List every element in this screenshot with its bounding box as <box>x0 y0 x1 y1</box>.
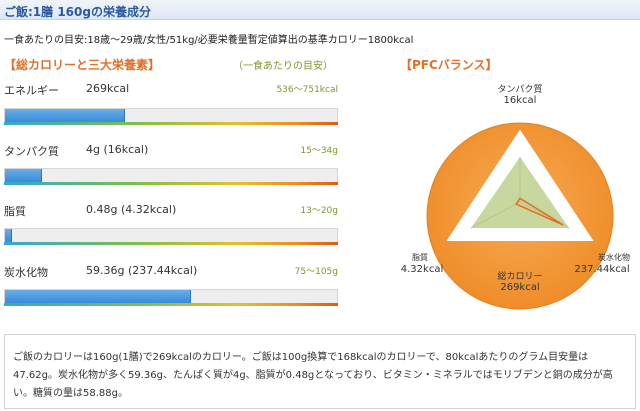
fat-scale <box>4 242 338 245</box>
energy-scale <box>4 122 338 125</box>
energy-range: 536～751kcal <box>276 85 338 95</box>
fat-range: 13～20g <box>300 206 338 216</box>
page-title: ご飯:1膳 160gの栄養成分 <box>0 0 640 20</box>
per-meal-note: （一食あたりの目安） <box>233 61 333 72</box>
energy-bar-fill <box>5 109 125 124</box>
protein-label: タンパク質 <box>4 145 59 158</box>
protein-value: 4g (16kcal) <box>86 143 149 156</box>
pfc-data-polygon <box>514 197 564 226</box>
fat-axis-label: 脂質 <box>412 252 428 262</box>
pfc-spoke-fat <box>470 201 521 229</box>
fat-bar-fill <box>5 229 12 244</box>
carb-scale <box>4 303 338 306</box>
fat-bar <box>4 228 338 246</box>
protein-axis-value: 16kcal <box>504 95 537 106</box>
carb-range: 75～105g <box>294 267 338 277</box>
energy-bar <box>4 108 338 126</box>
protein-bar-fill <box>5 169 42 184</box>
protein-bar <box>4 168 338 186</box>
total-calorie-label: 総カロリー <box>497 270 542 282</box>
protein-range: 15～34g <box>300 146 338 156</box>
carb-value: 59.36g (237.44kcal) <box>86 264 198 277</box>
protein-scale <box>4 182 338 185</box>
energy-label: エネルギー <box>4 84 59 97</box>
carb-label: 炭水化物 <box>4 266 48 279</box>
pfc-section-title: 【PFCバランス】 <box>400 58 498 72</box>
pfc-balance-chart: タンパク質 16kcal 脂質 4.32kcal 炭水化物 237.44kcal… <box>401 83 630 310</box>
description-text: ご飯のカロリーは160g(1膳)で269kcalのカロリー。ご飯は100g換算で… <box>4 334 636 409</box>
carb-axis-label: 炭水化物 <box>598 252 630 262</box>
total-calorie-value: 269kcal <box>500 282 539 293</box>
energy-value: 269kcal <box>86 82 130 95</box>
fat-value: 0.48g (4.32kcal) <box>86 203 177 216</box>
carb-axis-value: 237.44kcal <box>574 264 629 275</box>
target-info: 一食あたりの目安:18歳～29歳/女性/51kg/必要栄養量暫定値算出の基準カロ… <box>4 35 414 46</box>
nutrition-section-title: 【総カロリーと三大栄養素】 <box>4 58 161 72</box>
protein-axis-label: タンパク質 <box>497 83 542 95</box>
carb-bar <box>4 289 338 307</box>
fat-label: 脂質 <box>4 205 26 218</box>
carb-bar-fill <box>5 290 191 305</box>
fat-axis-value: 4.32kcal <box>401 264 443 275</box>
